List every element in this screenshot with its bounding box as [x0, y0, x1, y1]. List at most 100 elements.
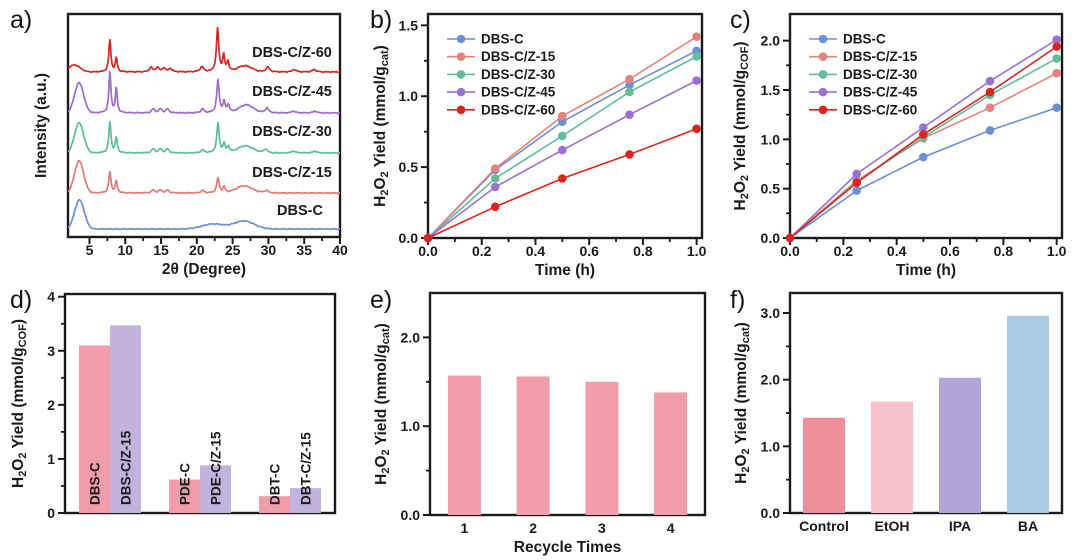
trace-label: DBS-C/Z-60: [252, 45, 332, 61]
bar-PDE-C/Z-15: [200, 465, 231, 513]
y-tick-label: 2: [47, 397, 55, 413]
legend-marker: [818, 70, 828, 79]
data-point: [852, 178, 861, 187]
legend-label: DBS-C/Z-45: [843, 85, 918, 100]
series-line-DBS-C/Z-45: [427, 79, 697, 239]
bar-Control: [803, 417, 845, 513]
legend-label: DBS-C/Z-30: [843, 67, 917, 82]
x-tick-label: 30: [261, 242, 277, 258]
y-tick-label: 2.0: [401, 329, 421, 345]
scavenger-bar-chart: 0.0 1.0 2.0 3.0 H2O2 Yield (mmol/gcat) Contro…: [733, 291, 1064, 534]
y-axis-label: H2O2 Yield (mmol/gCOF): [732, 42, 751, 211]
legend-label: DBS-C/Z-30: [481, 67, 555, 82]
panel-letter-c: c): [730, 6, 751, 34]
data-point: [558, 111, 567, 121]
data-point: [1052, 42, 1061, 51]
bar-category-label: BA: [1018, 518, 1038, 534]
data-point: [423, 233, 433, 243]
xrd-trace-DBS-C: [67, 198, 341, 231]
bar-label: DBS-C/Z-15: [119, 430, 134, 505]
x-tick-label: 1.0: [687, 243, 707, 259]
legend-marker: [456, 34, 466, 44]
data-point: [625, 74, 634, 84]
bar-1: [447, 375, 481, 515]
bar-DBS-C: [79, 345, 110, 513]
bar-category-label: 4: [667, 520, 675, 536]
data-point: [692, 32, 701, 41]
y-axis-label: H2O2 Yield (mmol/gCOF): [10, 319, 29, 488]
y-tick-label: 0.0: [761, 505, 781, 521]
legend-label: DBS-C/Z-45: [481, 85, 556, 100]
y-tick-label: 1.0: [401, 418, 421, 434]
y-tick-label: 1.5: [399, 17, 419, 33]
x-tick-label: 40: [332, 242, 348, 258]
x-tick-label: 20: [189, 242, 205, 258]
x-tick-label: 0.0: [418, 243, 438, 259]
panel-letter-a: a): [10, 6, 33, 34]
y-tick-label: 0.5: [399, 159, 419, 175]
data-point: [852, 169, 861, 179]
xrd-trace-DBS-C/Z-60: [67, 26, 341, 74]
panel-letter-f: f): [730, 286, 746, 314]
y-axis-label: H2O2 Yield (mmol/gcat): [733, 322, 752, 484]
panel-c: c) 0.0 0.2 0.4 0.6 0.8 1.0 0.0 0.5 1.0 1.5 2.0 Time…: [720, 0, 1080, 280]
bar-category-label: IPA: [949, 518, 971, 534]
data-point: [625, 110, 634, 119]
bar-label: DBT-C/Z-15: [299, 432, 314, 505]
data-point: [692, 76, 701, 85]
legend-marker: [456, 87, 466, 97]
data-point: [985, 87, 995, 97]
trace-label: DBS-C: [277, 203, 323, 219]
legend-marker: [818, 105, 828, 115]
bar-PDE-C: [169, 479, 200, 513]
y-tick-label: 0.0: [401, 507, 421, 523]
data-point: [1052, 68, 1061, 78]
yield-vs-time-cat-chart: 0.0 0.2 0.4 0.6 0.8 1.0 0.0 0.5 1.0 1.5 Time (h) H2…: [372, 12, 707, 279]
legend-marker: [456, 52, 466, 61]
xrd-trace-DBS-C/Z-45: [67, 70, 341, 115]
data-point: [692, 52, 701, 61]
x-axis-label: 2θ (Degree): [162, 261, 246, 278]
legend-label: DBS-C/Z-60: [843, 102, 917, 117]
yield-vs-time-cof-chart: 0.0 0.2 0.4 0.6 0.8 1.0 0.0 0.5 1.0 1.5 2.0 Time (h…: [732, 12, 1067, 279]
catalyst-comparison-bar-chart: 0 1 2 3 4 H2O2 Yield (mmol/gCOF) DBS-C DBS-C/Z-…: [10, 289, 337, 521]
x-tick-label: 0.6: [579, 243, 599, 259]
y-tick-label: 0.5: [761, 181, 781, 197]
x-tick-label: 25: [225, 242, 241, 258]
bar-category-label: Control: [799, 518, 849, 534]
x-tick-label: 0.2: [834, 243, 854, 259]
legend-label: DBS-C/Z-60: [481, 102, 555, 117]
legend-label: DBS-C: [843, 32, 886, 47]
x-axis-label: Recycle Times: [514, 539, 621, 556]
data-point: [692, 124, 701, 134]
axis-frame: [426, 12, 704, 240]
data-point: [1052, 35, 1061, 44]
data-point: [490, 182, 500, 192]
legend-marker: [818, 87, 828, 97]
legend-marker: [818, 34, 828, 44]
panel-e: e) 0.0 1.0 2.0 Recycle Times H2O2 Yield (mmo…: [360, 280, 720, 560]
xrd-trace-DBS-C/Z-15: [67, 159, 341, 195]
bar-label: DBT-C: [268, 464, 283, 505]
panel-b: b) 0.0 0.2 0.4 0.6 0.8 1.0 0.0 0.5 1.0 1.5 Time (h…: [360, 0, 720, 280]
x-tick-label: 0.8: [633, 243, 653, 259]
data-point: [785, 233, 795, 243]
trace-label: DBS-C/Z-45: [252, 84, 332, 100]
bar-label: PDE-C: [178, 463, 193, 505]
data-point: [625, 150, 634, 159]
data-point: [1052, 103, 1061, 112]
xrd-trace-DBS-C/Z-30: [67, 120, 341, 155]
bar-label: DBS-C: [88, 462, 103, 505]
legend-label: DBS-C/Z-15: [843, 49, 918, 64]
data-point: [490, 164, 500, 173]
bar-EtOH: [871, 401, 913, 513]
data-point: [852, 186, 861, 195]
data-point: [1052, 54, 1061, 63]
data-point: [558, 131, 567, 141]
x-tick-label: 0.8: [994, 243, 1014, 259]
data-point: [919, 152, 928, 162]
x-tick-label: 0.6: [940, 243, 960, 259]
panel-letter-d: d): [10, 286, 33, 314]
trace-label: DBS-C/Z-15: [252, 165, 332, 181]
